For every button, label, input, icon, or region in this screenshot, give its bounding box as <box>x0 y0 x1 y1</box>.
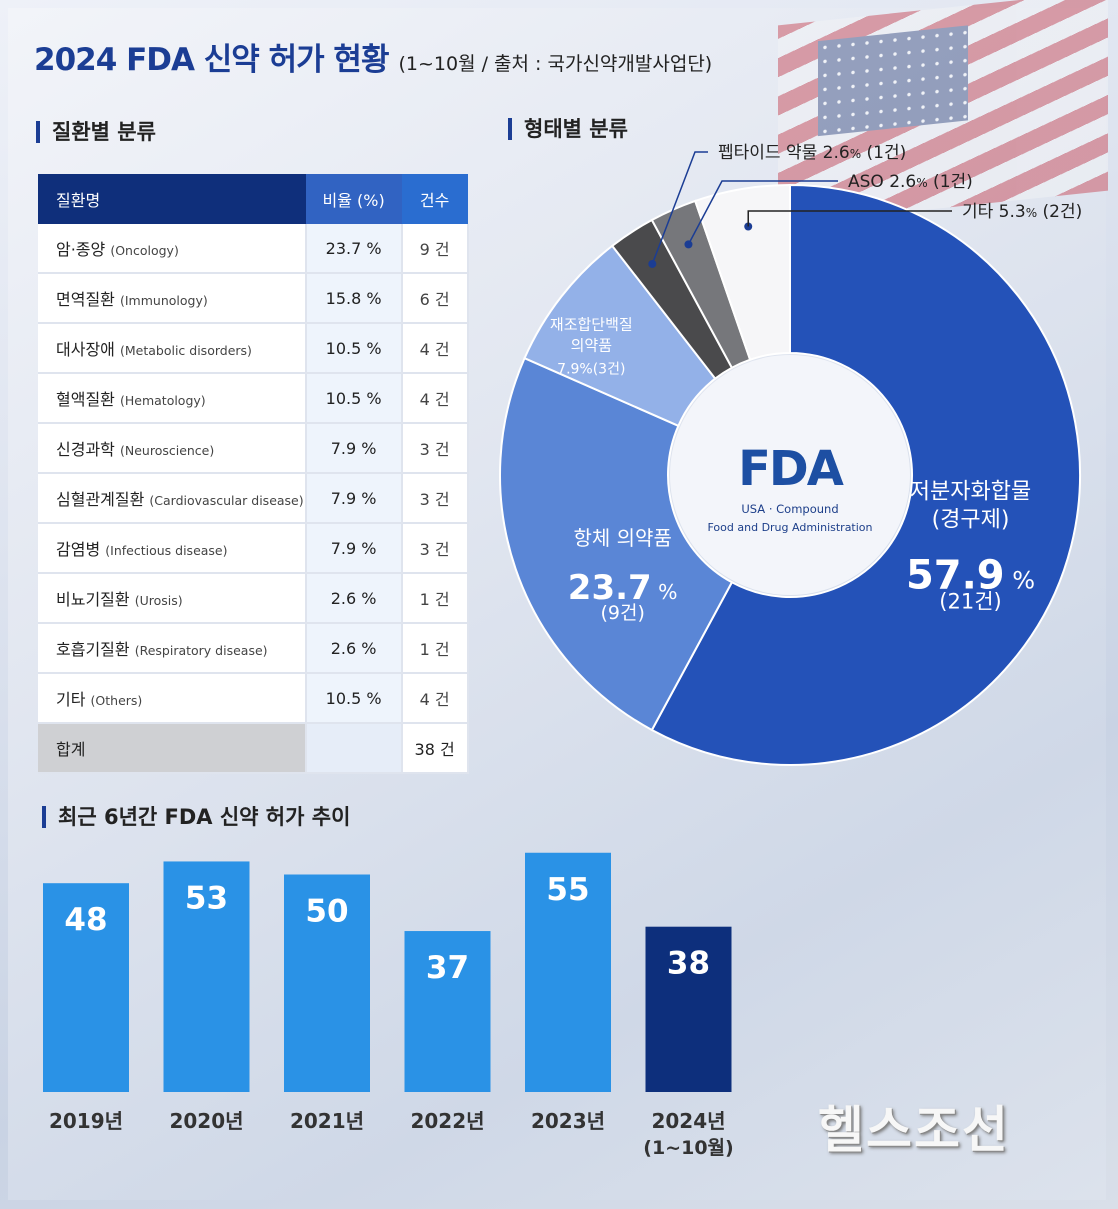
disease-table: 질환명 비율 (%) 건수 암·종양 (Oncology) 23.7 % 9 건 면역… <box>38 174 469 774</box>
total-ratio-empty <box>305 723 403 774</box>
bar-value-label-0: 48 <box>64 902 107 938</box>
bar-value-label-2: 50 <box>305 894 348 930</box>
title-main: 2024 FDA 신약 허가 현황 <box>34 42 389 78</box>
header-ratio: 비율 (%) <box>305 174 402 224</box>
trend-bar-chart: 48 2019년 53 2020년 50 2021년 37 2022년 55 2023년 38 202… <box>43 852 734 1159</box>
bar-5 <box>645 926 732 1092</box>
disease-english-name: (Respiratory disease) <box>134 643 268 658</box>
disease-name: 심혈관계질환 <box>56 490 145 509</box>
table-row: 호흡기질환 (Respiratory disease) 2.6 % 1 건 <box>38 623 469 674</box>
disease-count: 1 건 <box>401 573 469 624</box>
bar-value-label-5: 38 <box>667 946 710 982</box>
disease-name: 비뇨기질환 <box>56 590 130 609</box>
total-count: 38 건 <box>401 723 469 774</box>
disease-name-cell: 호흡기질환 (Respiratory disease) <box>38 623 307 674</box>
disease-ratio: 7.9 % <box>305 523 403 574</box>
disease-name-cell: 심혈관계질환 (Cardiovascular disease) <box>38 473 307 524</box>
us-flag-image <box>778 0 1108 226</box>
page-title: 2024 FDA 신약 허가 현황 (1~10월 / 출처 : 국가신약개발사업단… <box>34 34 712 79</box>
disease-name: 기타 <box>56 690 86 709</box>
disease-name-cell: 대사장애 (Metabolic disorders) <box>38 323 307 374</box>
disease-english-name: (Others) <box>90 693 143 708</box>
disease-name: 감염병 <box>56 540 101 559</box>
table-row: 암·종양 (Oncology) 23.7 % 9 건 <box>38 224 469 274</box>
disease-count: 3 건 <box>401 523 469 574</box>
disease-ratio: 7.9 % <box>305 473 403 524</box>
section-title-form: 형태별 분류 <box>508 118 628 140</box>
table-header-row: 질환명 비율 (%) 건수 <box>38 174 468 224</box>
disease-name: 호흡기질환 <box>56 640 130 659</box>
bar-category-label-2: 2021년 <box>290 1109 364 1133</box>
disease-ratio: 15.8 % <box>305 273 403 324</box>
disease-ratio: 10.5 % <box>305 323 403 374</box>
disease-english-name: (Oncology) <box>110 243 179 258</box>
disease-name-cell: 혈액질환 (Hematology) <box>38 373 307 424</box>
table-row: 혈액질환 (Hematology) 10.5 % 4 건 <box>38 373 469 424</box>
total-label: 합계 <box>38 723 307 774</box>
disease-ratio: 7.9 % <box>305 423 403 474</box>
disease-ratio: 10.5 % <box>305 673 403 724</box>
disease-count: 3 건 <box>401 423 469 474</box>
disease-count: 6 건 <box>401 273 469 324</box>
disease-name-cell: 감염병 (Infectious disease) <box>38 523 307 574</box>
disease-ratio: 23.7 % <box>305 224 403 274</box>
disease-name: 면역질환 <box>56 290 115 309</box>
bar-category-label-3: 2022년 <box>410 1109 484 1133</box>
bar-3 <box>404 931 491 1092</box>
disease-count: 4 건 <box>401 373 469 424</box>
disease-name-cell: 기타 (Others) <box>38 673 307 724</box>
disease-ratio: 2.6 % <box>305 573 403 624</box>
table-row: 면역질환 (Immunology) 15.8 % 6 건 <box>38 273 469 324</box>
disease-name-cell: 비뇨기질환 (Urosis) <box>38 573 307 624</box>
bar-category-label-5: 2024년 <box>651 1109 725 1133</box>
disease-name-cell: 면역질환 (Immunology) <box>38 273 307 324</box>
table-row: 감염병 (Infectious disease) 7.9 % 3 건 <box>38 523 469 574</box>
watermark-logo: 헬스조선 <box>818 1101 1010 1159</box>
disease-english-name: (Cardiovascular disease) <box>149 493 304 508</box>
table-total-row: 합계 38 건 <box>38 723 469 774</box>
disease-count: 3 건 <box>401 473 469 524</box>
disease-count: 1 건 <box>401 623 469 674</box>
disease-ratio: 2.6 % <box>305 623 403 674</box>
disease-name: 암·종양 <box>56 240 106 259</box>
title-subtitle: (1~10월 / 출처 : 국가신약개발사업단) <box>398 53 713 75</box>
disease-english-name: (Hematology) <box>119 393 206 408</box>
bar-1 <box>163 861 250 1092</box>
table-row: 심혈관계질환 (Cardiovascular disease) 7.9 % 3 건 <box>38 473 469 524</box>
bar-value-label-4: 55 <box>546 872 589 908</box>
bar-value-label-3: 37 <box>426 950 469 986</box>
disease-name: 대사장애 <box>56 340 115 359</box>
disease-name: 혈액질환 <box>56 390 115 409</box>
disease-english-name: (Infectious disease) <box>105 543 228 558</box>
bar-category-label-1: 2020년 <box>169 1109 243 1133</box>
bar-4 <box>525 852 611 1092</box>
section-title-disease: 질환별 분류 <box>36 121 156 143</box>
header-disease-name: 질환명 <box>38 174 306 224</box>
disease-english-name: (Neuroscience) <box>119 443 215 458</box>
disease-count: 4 건 <box>401 323 469 374</box>
section-title-trend: 최근 6년간 FDA 신약 허가 추이 <box>42 806 350 828</box>
disease-name-cell: 암·종양 (Oncology) <box>38 224 307 274</box>
bar-0 <box>43 883 129 1092</box>
table-row: 대사장애 (Metabolic disorders) 10.5 % 4 건 <box>38 323 469 374</box>
disease-english-name: (Metabolic disorders) <box>119 343 252 358</box>
header-count: 건수 <box>401 174 468 224</box>
bar-category-note-5: (1~10월) <box>643 1137 733 1159</box>
table-row: 신경과학 (Neuroscience) 7.9 % 3 건 <box>38 423 469 474</box>
disease-english-name: (Immunology) <box>119 293 208 308</box>
disease-ratio: 10.5 % <box>305 373 403 424</box>
table-row: 비뇨기질환 (Urosis) 2.6 % 1 건 <box>38 573 469 624</box>
disease-count: 9 건 <box>401 224 469 274</box>
disease-english-name: (Urosis) <box>134 593 183 608</box>
bar-value-label-1: 53 <box>185 880 228 916</box>
disease-name-cell: 신경과학 (Neuroscience) <box>38 423 307 474</box>
bar-category-label-0: 2019년 <box>49 1109 123 1133</box>
table-row: 기타 (Others) 10.5 % 4 건 <box>38 673 469 724</box>
bar-category-label-4: 2023년 <box>531 1109 605 1133</box>
disease-name: 신경과학 <box>56 440 115 459</box>
disease-count: 4 건 <box>401 673 469 724</box>
bar-2 <box>284 874 370 1092</box>
